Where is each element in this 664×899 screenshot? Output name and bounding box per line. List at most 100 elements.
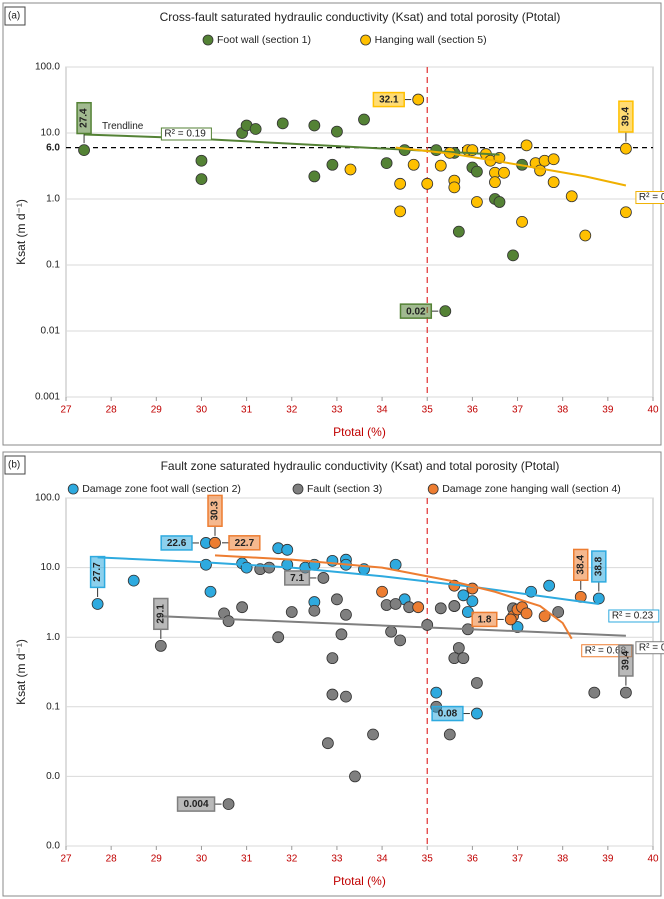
panel-label-box bbox=[4, 6, 26, 26]
data-point bbox=[470, 165, 483, 178]
data-point bbox=[195, 173, 208, 186]
annotation-label: 32.1 bbox=[379, 95, 399, 106]
chart-title: Fault zone saturated hydraulic conductiv… bbox=[161, 459, 560, 473]
data-point bbox=[263, 561, 276, 574]
annotation-label: 27.7 bbox=[92, 562, 103, 582]
data-point bbox=[588, 686, 601, 699]
trendline-label: Trendline bbox=[102, 121, 144, 132]
r2-box bbox=[160, 127, 212, 141]
data-point bbox=[439, 305, 452, 318]
annotation: 0.08 bbox=[431, 705, 470, 722]
r2-box bbox=[608, 609, 660, 623]
data-point bbox=[200, 558, 212, 571]
data-point bbox=[308, 604, 321, 617]
x-tick-label: 40 bbox=[647, 854, 659, 865]
y-tick-label: 0.01 bbox=[41, 326, 61, 337]
data-point bbox=[547, 176, 560, 189]
data-point bbox=[493, 196, 506, 208]
annotation: 0.004 bbox=[176, 796, 222, 812]
data-point bbox=[620, 206, 632, 219]
data-point bbox=[376, 585, 388, 598]
data-point bbox=[394, 634, 407, 647]
legend-label: Damage zone hanging wall (section 4) bbox=[442, 483, 621, 495]
annotation-label: 39.4 bbox=[621, 106, 632, 126]
y-tick-label: 100.0 bbox=[35, 62, 60, 73]
data-point bbox=[358, 113, 370, 126]
data-point bbox=[389, 598, 402, 610]
reference-label: 6.0 bbox=[46, 142, 60, 153]
data-point bbox=[308, 170, 321, 183]
x-tick-label: 30 bbox=[196, 854, 208, 865]
data-point bbox=[236, 601, 249, 614]
data-point bbox=[457, 589, 470, 602]
y-tick-label: 1.0 bbox=[46, 632, 60, 643]
x-tick-label: 29 bbox=[151, 854, 163, 865]
data-point bbox=[457, 652, 470, 665]
x-axis-label: Ptotal (%) bbox=[333, 425, 386, 439]
annotation: 22.7 bbox=[222, 535, 261, 551]
data-point bbox=[326, 652, 339, 665]
annotation: 22.6 bbox=[160, 535, 199, 551]
y-tick-label: 10.0 bbox=[41, 562, 61, 573]
data-point bbox=[340, 690, 352, 703]
data-point bbox=[209, 536, 221, 549]
data-point bbox=[504, 613, 517, 626]
annotation: 39.4 bbox=[618, 100, 634, 142]
data-point bbox=[434, 602, 447, 615]
x-tick-label: 39 bbox=[602, 854, 614, 865]
annotation-label: 38.4 bbox=[575, 555, 586, 575]
panel-frame bbox=[2, 2, 662, 446]
annotation-box bbox=[76, 101, 92, 135]
legend-marker bbox=[202, 34, 214, 46]
y-tick-label: 0.001 bbox=[35, 392, 60, 403]
data-point bbox=[507, 249, 519, 262]
data-point bbox=[281, 543, 294, 556]
x-tick-label: 38 bbox=[557, 405, 569, 416]
annotation-box bbox=[591, 550, 607, 583]
data-point bbox=[592, 592, 605, 605]
data-point bbox=[448, 181, 461, 194]
r2-label: R² = 0.03 bbox=[639, 642, 664, 653]
x-tick-label: 36 bbox=[467, 854, 479, 865]
data-point bbox=[321, 737, 334, 750]
data-point bbox=[443, 728, 456, 741]
data-point bbox=[421, 177, 434, 190]
x-tick-label: 27 bbox=[60, 405, 72, 416]
data-point bbox=[331, 593, 343, 606]
y-tick-label: 0.0 bbox=[46, 771, 60, 782]
legend-label: Hanging wall (section 5) bbox=[375, 34, 487, 46]
data-point bbox=[470, 677, 483, 689]
legend-marker bbox=[427, 483, 439, 495]
trendline bbox=[395, 146, 627, 187]
legend-marker bbox=[292, 483, 304, 495]
legend-label: Foot wall (section 1) bbox=[217, 34, 311, 46]
annotation-box bbox=[573, 548, 589, 581]
legend-marker bbox=[67, 483, 79, 495]
data-point bbox=[331, 125, 343, 138]
data-point bbox=[380, 157, 393, 169]
x-tick-label: 30 bbox=[196, 405, 208, 416]
data-point bbox=[204, 585, 217, 598]
y-tick-label: 100.0 bbox=[35, 493, 60, 504]
data-point bbox=[272, 631, 285, 644]
x-tick-label: 39 bbox=[602, 405, 614, 416]
annotation-box bbox=[372, 91, 405, 108]
x-tick-label: 28 bbox=[106, 405, 118, 416]
y-tick-label: 0.0 bbox=[46, 841, 60, 852]
data-point bbox=[349, 770, 361, 783]
data-point bbox=[565, 190, 578, 203]
data-point bbox=[249, 123, 262, 135]
data-point bbox=[340, 608, 352, 621]
x-tick-label: 29 bbox=[151, 405, 163, 416]
annotation-box bbox=[284, 570, 311, 586]
y-tick-label: 10.0 bbox=[41, 128, 61, 139]
annotation: 27.4 bbox=[76, 101, 92, 144]
data-point bbox=[385, 625, 398, 638]
r2-label: R² = 0.68 bbox=[585, 645, 627, 656]
annotation-box bbox=[160, 535, 193, 551]
r2-label: R² = 0.23 bbox=[612, 611, 654, 622]
data-point bbox=[78, 144, 90, 157]
annotation-label: 39.4 bbox=[621, 650, 632, 670]
data-point bbox=[154, 639, 167, 652]
